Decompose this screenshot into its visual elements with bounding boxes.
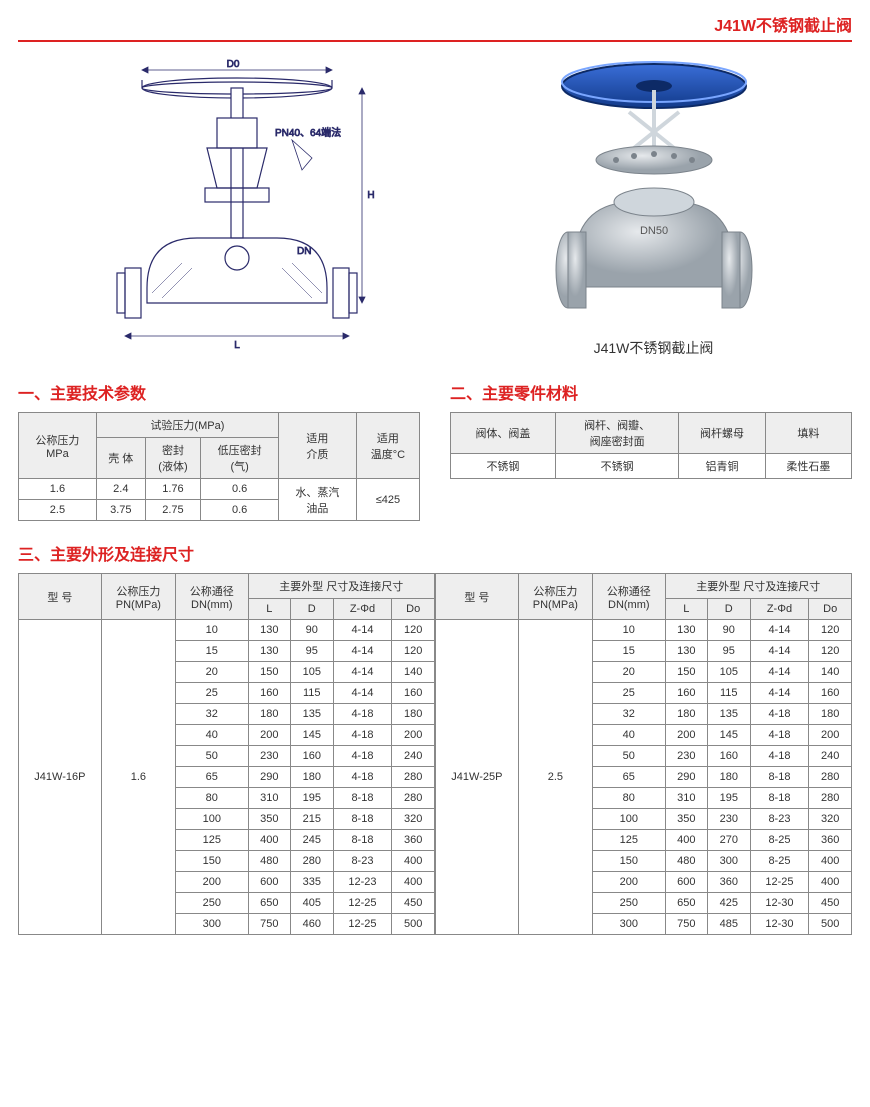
title-rule xyxy=(18,40,852,42)
dim-h: H xyxy=(367,190,374,201)
technical-drawing: D0 H L DN PN40、64端法 xyxy=(87,58,387,358)
cell: 2.4 xyxy=(96,479,145,500)
section-1-title: 一、主要技术参数 xyxy=(18,380,420,404)
cell: 1.76 xyxy=(145,479,200,500)
tech-params-table: 公称压力MPa 试验压力(MPa) 适用介质 适用温度°C 壳 体 密封(液体)… xyxy=(18,412,420,521)
dim-d0: D0 xyxy=(226,59,239,70)
dim-table-right: 型 号公称压力PN(MPa)公称通径DN(mm)主要外型 尺寸及连接尺寸LDZ-… xyxy=(435,573,852,935)
th-medium: 适用介质 xyxy=(279,413,357,479)
section-3-title: 三、主要外形及连接尺寸 xyxy=(18,541,852,565)
materials-table: 阀体、阀盖 阀杆、阀瓣、阀座密封面 阀杆螺母 填料 不锈钢 不锈钢 铝青铜 柔性… xyxy=(450,412,852,479)
dim-dn: DN xyxy=(297,246,311,257)
svg-text:DN50: DN50 xyxy=(639,225,667,237)
cell-temp: ≤425 xyxy=(356,479,419,521)
cell: 柔性石墨 xyxy=(765,454,851,479)
section-2-title: 二、主要零件材料 xyxy=(450,380,852,404)
cell-medium: 水、蒸汽油品 xyxy=(279,479,357,521)
figure-row: D0 H L DN PN40、64端法 xyxy=(18,52,852,358)
cell: 不锈钢 xyxy=(451,454,556,479)
cell: 3.75 xyxy=(96,500,145,521)
section-1: 一、主要技术参数 公称压力MPa 试验压力(MPa) 适用介质 适用温度°C 壳… xyxy=(18,376,420,521)
th-test: 试验压力(MPa) xyxy=(96,413,278,438)
th-temp: 适用温度°C xyxy=(356,413,419,479)
section-3: 三、主要外形及连接尺寸 型 号公称压力PN(MPa)公称通径DN(mm)主要外型… xyxy=(18,541,852,935)
cell: 铝青铜 xyxy=(679,454,765,479)
drawing-note: PN40、64端法 xyxy=(275,126,341,139)
cell: 0.6 xyxy=(201,479,279,500)
th-seal: 密封(液体) xyxy=(145,438,200,479)
photo-caption: J41W不锈钢截止阀 xyxy=(594,338,714,358)
page-title: J41W不锈钢截止阀 xyxy=(18,12,852,40)
cell: 0.6 xyxy=(201,500,279,521)
cell: 2.75 xyxy=(145,500,200,521)
section-2: 二、主要零件材料 阀体、阀盖 阀杆、阀瓣、阀座密封面 阀杆螺母 填料 不锈钢 不… xyxy=(450,376,852,521)
cell: 不锈钢 xyxy=(555,454,679,479)
th-pressure: 公称压力MPa xyxy=(19,413,97,479)
th-shell: 壳 体 xyxy=(96,438,145,479)
th: 阀杆、阀瓣、阀座密封面 xyxy=(555,413,679,454)
th-lowseal: 低压密封(气) xyxy=(201,438,279,479)
th: 阀体、阀盖 xyxy=(451,413,556,454)
th: 填料 xyxy=(765,413,851,454)
cell: 2.5 xyxy=(19,500,97,521)
dim-table-left: 型 号公称压力PN(MPa)公称通径DN(mm)主要外型 尺寸及连接尺寸LDZ-… xyxy=(18,573,435,935)
product-photo: DN50 J41W不锈钢截止阀 xyxy=(524,52,784,358)
cell: 1.6 xyxy=(19,479,97,500)
dim-l: L xyxy=(234,340,240,351)
th: 阀杆螺母 xyxy=(679,413,765,454)
